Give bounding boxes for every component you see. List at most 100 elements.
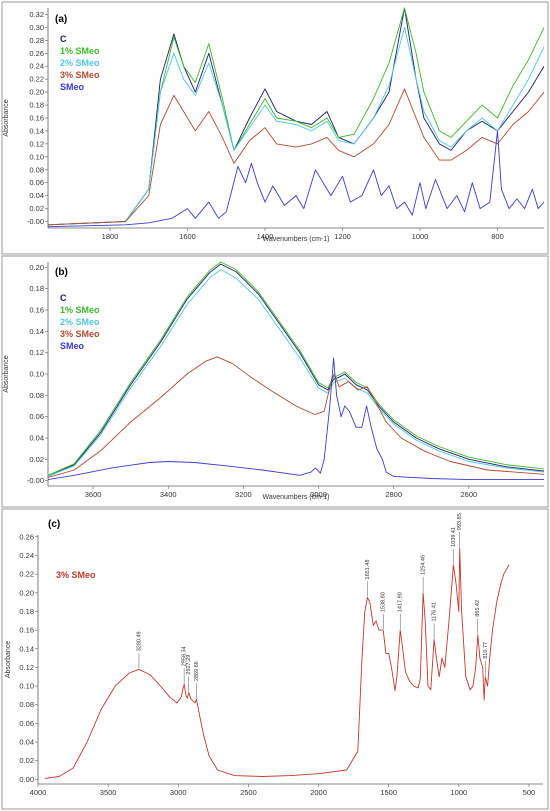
y-tick-label: 0.22 [29,75,44,84]
peak-label: 1538.80 [381,592,387,612]
peak-label: 1176.41 [432,602,438,621]
y-tick-label: 0.08 [29,391,44,400]
x-tick-label: 500 [523,788,536,797]
y-tick-label: 0.18 [29,284,44,293]
legend-entry: 3% SMeo [56,570,96,580]
y-tick-label: 0.06 [19,719,34,728]
peak-label: 1651.48 [365,560,371,580]
y-tick-label: 0.10 [19,682,34,691]
series-line [48,357,544,481]
peak-label: 1039.41 [451,527,457,547]
y-tick-label: 0.22 [19,570,34,579]
series-line [48,130,544,228]
y-tick-label: 0.12 [29,139,44,148]
legend-entry: 3% SMeo [60,329,100,339]
y-tick-label: 0.14 [29,327,44,336]
x-tick-label: 3000 [310,490,327,499]
peak-label: 2927.29 [186,655,192,675]
panel-frame [1,255,549,508]
y-tick-label: 0.06 [29,412,44,421]
x-tick-label: 3500 [100,788,117,797]
y-tick-label: 0.18 [29,101,44,110]
legend-entry: 1% SMeo [60,305,100,315]
y-tick-label: 0.02 [19,756,34,765]
series-line [48,356,544,478]
x-axis-label: Wavenumbers (cm-1) [262,494,329,501]
peak-label: 1254.46 [421,555,427,575]
y-tick-label: 0.04 [29,191,44,200]
y-tick-label: 0.14 [29,126,44,135]
chart-panel-1: -0.00 0.02 0.04 0.06 0.08 0.10 0.12 0.14 0.16 0.1… [1,1,549,255]
peak-label: 3280.49 [136,631,142,651]
y-tick-label: 0.26 [19,532,34,541]
series-line [48,269,544,477]
y-tick-label: 0.20 [29,88,44,97]
x-tick-label: 2500 [240,788,257,797]
peak-label: 2869.66 [194,661,200,681]
y-tick-label: 0.02 [29,455,44,464]
peak-label: 2958.34 [182,646,188,666]
x-tick-label: 1000 [412,232,429,241]
x-tick-label: 800 [491,232,504,241]
y-tick-label: 0.04 [19,738,34,747]
x-tick-label: 2000 [310,788,327,797]
x-tick-label: 1600 [179,232,196,241]
y-tick-label: 0.12 [29,348,44,357]
y-tick-label: 0.30 [29,23,44,32]
y-tick-label: 0.10 [29,152,44,161]
y-tick-label: 0.12 [19,663,34,672]
x-tick-label: 2600 [461,490,478,499]
y-tick-label: 0.16 [19,626,34,635]
legend-entry: 2% SMeo [60,317,100,327]
y-tick-label: 0.00 [19,775,34,784]
y-tick-label: 0.02 [29,204,44,213]
panel-label: (a) [55,14,67,25]
series-line [48,88,544,226]
x-tick-label: 1400 [257,232,274,241]
y-tick-label: 0.20 [29,263,44,272]
y-tick-label: 0.24 [19,551,34,560]
y-tick-label: 0.08 [19,700,34,709]
x-tick-label: 3200 [235,490,252,499]
y-tick-label: -0.00 [27,476,44,485]
x-axis-label: Wavenumbers (cm-1) [262,236,329,243]
x-tick-label: 3600 [85,490,102,499]
y-axis-label: Absorbance [3,355,10,392]
panel-frame [1,508,549,810]
legend-entry: C [60,293,67,303]
x-tick-label: 1200 [334,232,351,241]
chart-panel-2: -0.00 0.02 0.04 0.06 0.08 0.10 0.12 0.14 0.16 0.1… [1,255,549,508]
series-line [48,26,544,226]
series-line [48,261,544,476]
legend-entry: C [60,34,67,44]
peak-label: 810.77 [483,642,489,659]
x-tick-label: 1800 [102,232,119,241]
panel-label: (b) [55,267,68,278]
y-tick-label: 0.16 [29,306,44,315]
x-tick-label: 3000 [170,788,187,797]
peak-label: 1417.90 [398,592,404,612]
y-tick-label: 0.14 [19,644,34,653]
panel-frame [1,1,549,255]
series-line [48,263,544,477]
chart-panel-3: 0.00 0.02 0.04 0.06 0.08 0.10 0.12 0.14 0.16 0.18… [1,508,549,810]
legend-entry: 3% SMeo [60,70,100,80]
x-tick-label: 4000 [30,788,47,797]
x-tick-label: 1000 [450,788,467,797]
y-tick-label: 0.08 [29,165,44,174]
panel-label: (c) [48,519,60,530]
legend-entry: 1% SMeo [60,46,100,56]
y-tick-label: -0.00 [27,217,44,226]
y-tick-label: 0.26 [29,49,44,58]
x-tick-label: 1500 [380,788,397,797]
series-line [48,7,544,226]
y-tick-label: 0.18 [19,607,34,616]
y-axis-label: Absorbance [3,99,10,136]
peak-label: 993.85 [457,513,463,530]
x-tick-label: 3400 [160,490,177,499]
y-tick-label: 0.16 [29,114,44,123]
y-tick-label: 0.20 [19,588,34,597]
peak-label: 865.42 [475,600,481,617]
y-axis-label: Absorbance [5,641,12,678]
